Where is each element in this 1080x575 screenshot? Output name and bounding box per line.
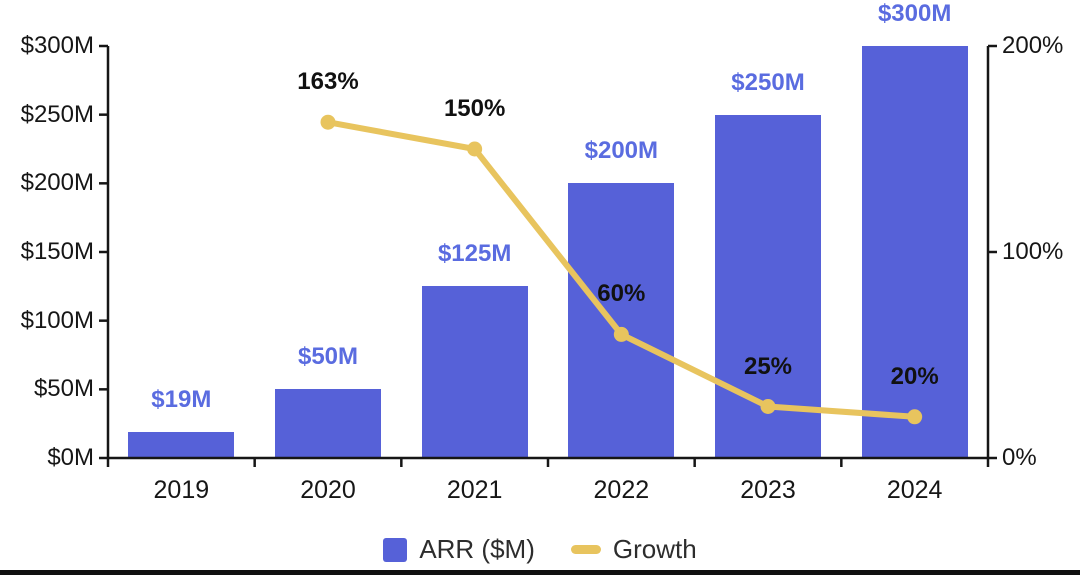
growth-point [467,141,483,157]
chart-legend: ARR ($M) Growth [0,534,1080,565]
arr-legend-label: ARR ($M) [419,534,535,564]
arr-bar [421,286,528,458]
y-axis-right-tick-label: 0% [1002,444,1037,471]
x-axis-tick-label: 2020 [300,476,356,504]
arr-legend-swatch [383,537,408,562]
y-axis-left-tick-label: $200M [20,169,94,197]
arr-bar [861,46,968,458]
growth-value-label: 150% [443,95,506,122]
arr-bar [275,389,381,458]
x-axis-tick-label: 2024 [886,476,943,504]
growth-value-label: 25% [743,352,793,380]
y-axis-left-tick-label: $100M [20,306,94,334]
arr-bar [568,183,675,458]
growth-value-label: 60% [597,280,646,308]
legend-item-arr: ARR ($M) [383,534,535,565]
arr-value-label: $125M [437,240,512,268]
growth-legend-swatch [570,545,601,554]
y-axis-left-tick-label: $0M [47,444,94,471]
arr-bar [128,431,235,458]
arr-bar [715,114,821,458]
x-axis-tick-label: 2021 [446,476,503,504]
y-axis-left-tick-label: $250M [20,100,94,128]
y-axis-left-tick-label: $150M [20,238,94,265]
arr-value-label: $50M [297,343,359,371]
x-axis-tick-label: 2023 [740,476,796,504]
bottom-border-strip [0,570,1080,575]
growth-value-label: 20% [890,362,939,390]
x-axis-tick-label: 2022 [593,476,650,504]
y-axis-right-tick-label: 200% [1002,32,1064,59]
arr-value-label: $200M [584,137,659,165]
arr-value-label: $19M [151,385,212,413]
x-axis-tick-label: 2019 [153,476,210,504]
growth-legend-label: Growth [612,534,697,564]
arr-value-label: $250M [731,68,805,96]
y-axis-left-tick-label: $50M [33,375,94,403]
y-axis-left-tick-label: $300M [20,32,94,59]
growth-point [320,114,336,130]
growth-value-label: 163% [297,68,359,96]
legend-item-growth: Growth [570,534,697,565]
arr-value-label: $300M [877,0,952,27]
y-axis-right-tick-label: 100% [1002,238,1064,265]
